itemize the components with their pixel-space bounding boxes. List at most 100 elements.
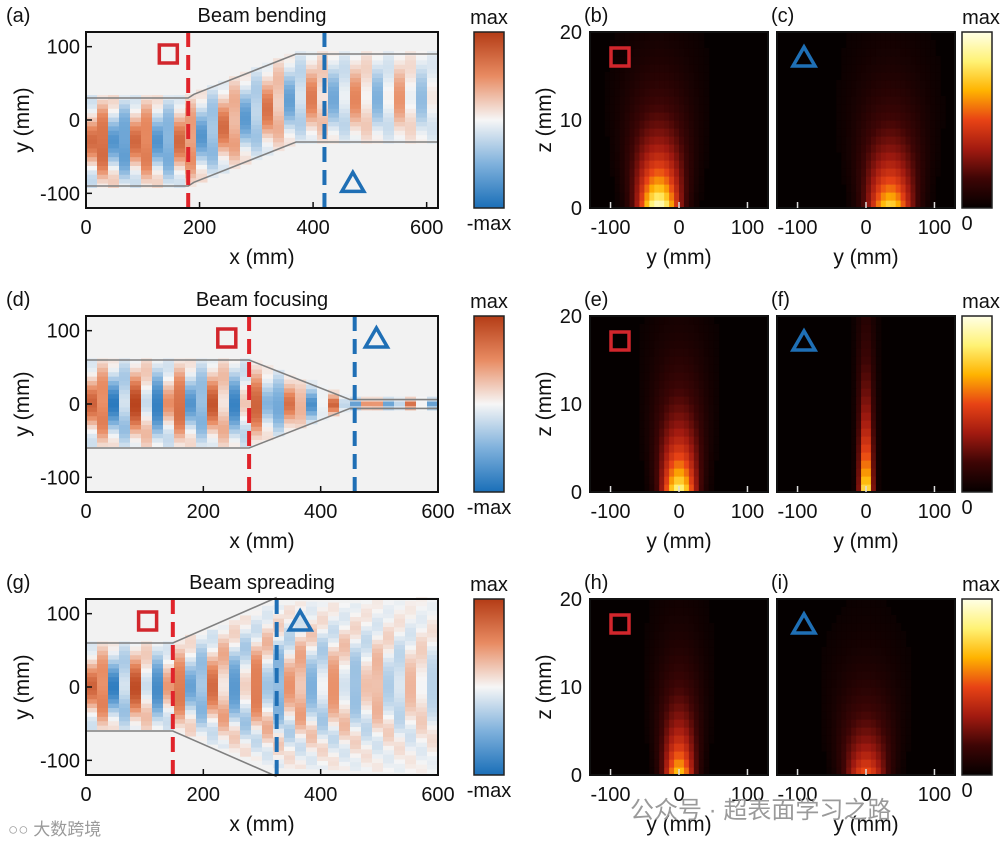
intensity-cell — [664, 372, 670, 381]
field-cell — [229, 159, 241, 165]
intensity-cell — [654, 72, 660, 81]
field-cell — [328, 708, 340, 714]
intensity-cell — [866, 152, 872, 161]
intensity-cell — [654, 719, 660, 728]
field-cell — [207, 164, 219, 170]
intensity-cell — [856, 128, 862, 137]
intensity-cell — [664, 128, 670, 137]
x-tick-label: 0 — [80, 501, 91, 523]
field-cell — [317, 646, 329, 652]
field-cell — [306, 410, 318, 416]
intensity-cell — [654, 631, 660, 640]
field-cell — [218, 89, 230, 95]
field-cell — [328, 125, 340, 131]
field-cell — [207, 686, 219, 692]
intensity-cell — [895, 711, 902, 720]
field-cell — [174, 683, 186, 689]
field-cell — [218, 151, 230, 156]
field-cell — [119, 169, 131, 175]
intensity-cell — [885, 152, 892, 161]
field-cell — [339, 712, 351, 718]
intensity-cell — [870, 767, 877, 776]
intensity-cell — [900, 663, 907, 672]
intensity-cell — [885, 168, 892, 177]
field-cell — [251, 128, 263, 134]
field-cell — [361, 687, 373, 693]
intensity-cell — [713, 372, 720, 381]
intensity-cell — [634, 144, 641, 153]
field-cell — [141, 169, 153, 175]
field-cell — [229, 721, 241, 727]
field-cell — [119, 645, 131, 651]
intensity-cell — [875, 160, 882, 169]
field-cell — [383, 723, 395, 729]
field-cell — [284, 132, 296, 138]
intensity-cell — [895, 719, 902, 728]
field-cell — [86, 698, 98, 704]
field-cell — [251, 115, 263, 121]
intensity-cell — [856, 468, 862, 477]
intensity-cell — [870, 48, 877, 57]
intensity-cell — [821, 695, 828, 704]
field-cell — [262, 627, 274, 633]
field-cell — [218, 389, 230, 395]
field-cell — [141, 384, 153, 390]
intensity-cell — [688, 452, 695, 461]
field-cell — [97, 152, 109, 158]
intensity-cell — [674, 647, 680, 656]
field-cell — [207, 433, 219, 439]
intensity-cell — [866, 679, 872, 688]
intensity-cell — [870, 64, 877, 73]
field-cell — [185, 709, 197, 715]
intensity-cell — [693, 412, 700, 421]
field-cell — [86, 725, 98, 731]
intensity-cell — [698, 96, 705, 105]
intensity-cell — [688, 64, 695, 73]
intensity-cell — [905, 64, 912, 73]
x-tick-label: 0 — [673, 501, 684, 523]
intensity-cell — [885, 727, 892, 736]
intensity-cell — [861, 104, 867, 113]
intensity-cell — [880, 192, 887, 201]
field-cell — [97, 711, 109, 717]
field-cell — [119, 676, 131, 682]
intensity-cell — [870, 120, 877, 129]
intensity-cell — [841, 743, 847, 752]
intensity-cell — [708, 388, 715, 397]
field-cell — [141, 703, 153, 709]
intensity-cell — [659, 72, 665, 81]
field-cell — [218, 420, 230, 426]
intensity-cell — [708, 711, 715, 720]
intensity-cell — [703, 436, 710, 445]
intensity-cell — [895, 735, 902, 744]
intensity-cell — [885, 176, 892, 185]
intensity-cell — [925, 144, 931, 153]
intensity-cell — [856, 751, 862, 760]
intensity-cell — [851, 316, 857, 325]
intensity-cell — [609, 80, 616, 89]
field-cell — [97, 380, 109, 386]
intensity-cell — [885, 759, 892, 768]
intensity-cell — [856, 679, 862, 688]
intensity-cell — [674, 719, 680, 728]
intensity-cell — [644, 324, 650, 333]
intensity-cell — [846, 184, 852, 193]
field-cell — [262, 395, 274, 401]
field-cell — [284, 640, 296, 646]
intensity-cell — [609, 168, 616, 177]
field-cell — [405, 73, 417, 78]
intensity-cell — [688, 695, 695, 704]
intensity-cell — [679, 631, 685, 640]
field-cell — [394, 741, 406, 747]
field-cell — [174, 384, 186, 390]
field-cell — [328, 81, 340, 87]
intensity-cell — [713, 396, 720, 405]
intensity-cell — [870, 727, 877, 736]
intensity-cell — [866, 120, 872, 129]
intensity-cell — [856, 200, 862, 209]
intensity-cell — [925, 152, 931, 161]
field-cell — [251, 676, 263, 682]
intensity-cell — [688, 727, 695, 736]
field-cell — [350, 77, 362, 83]
field-cell — [251, 76, 263, 81]
